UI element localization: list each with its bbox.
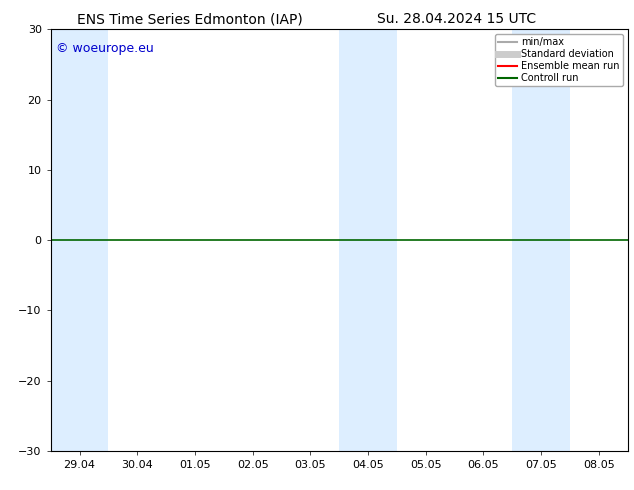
Text: Su. 28.04.2024 15 UTC: Su. 28.04.2024 15 UTC — [377, 12, 536, 26]
Text: © woeurope.eu: © woeurope.eu — [56, 42, 154, 55]
Text: ENS Time Series Edmonton (IAP): ENS Time Series Edmonton (IAP) — [77, 12, 303, 26]
Bar — [339, 29, 397, 451]
Bar — [51, 29, 108, 451]
Legend: min/max, Standard deviation, Ensemble mean run, Controll run: min/max, Standard deviation, Ensemble me… — [495, 34, 623, 86]
Bar — [512, 29, 570, 451]
